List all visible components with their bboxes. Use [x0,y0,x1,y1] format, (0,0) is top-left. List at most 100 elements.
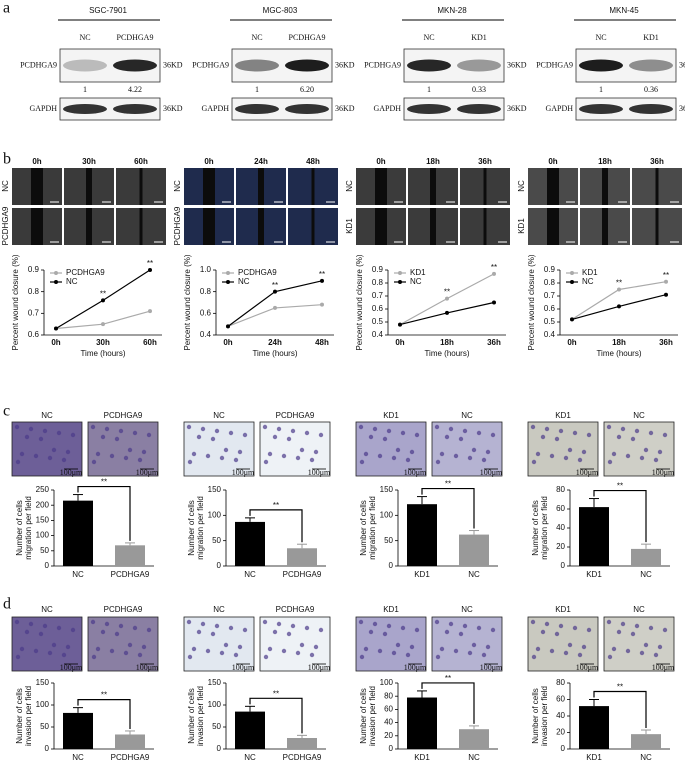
cell [51,642,57,648]
band [235,104,279,114]
bar [63,712,93,749]
cell [358,619,364,625]
cell [448,426,454,432]
cell [309,457,315,463]
cell [205,453,211,459]
cell [563,650,569,656]
y-tick-label: 0.8 [200,287,212,296]
image-label: PCDHGA9 [104,605,143,614]
cell [114,631,120,637]
y-tick-label: 60 [556,504,565,513]
cell [42,428,48,434]
wound-gap [203,168,215,205]
cell [33,648,39,654]
lane-label: PCDHGA9 [289,33,326,42]
cell [485,644,491,650]
row-label: GAPDH [201,104,229,113]
bar [407,697,437,749]
y-tick-label: 40 [384,718,393,727]
cell [581,644,587,650]
cell [100,434,106,440]
image-label: KD1 [383,605,399,614]
significance-bracket [77,485,131,541]
cell [318,432,324,438]
y-tick-label: 0 [45,744,50,753]
band [285,104,329,114]
image-label: NC [213,411,225,420]
cell [104,621,110,627]
bar [63,500,93,566]
y-axis-label: Number of cells [187,500,196,556]
band [113,104,157,114]
cell [606,424,612,430]
cell [70,627,76,633]
cell [214,623,220,629]
x-tick-label: NC [640,753,652,762]
y-tick-label: 0.4 [200,330,212,339]
cell [267,646,273,652]
cell [42,623,48,629]
blot-title: SGC-7901 [89,6,127,15]
significance: ** [272,281,278,290]
cell [28,621,34,627]
bar [115,734,145,749]
x-tick-label: 0h [223,338,232,347]
y-tick-label: 250 [36,485,50,494]
cell [38,631,44,637]
blot [403,97,505,121]
cell [24,434,30,440]
cell [299,447,305,453]
time-label: 0h [376,157,385,166]
cell [33,453,39,459]
y-axis-label: Number of cells [531,500,540,556]
cell [228,625,234,631]
ratio: 1 [599,85,603,94]
legend-marker [226,271,230,275]
cell [137,457,143,463]
cell [648,430,654,436]
cell [462,428,468,434]
cell [577,457,583,463]
significance-bracket [77,699,131,729]
ratio: 0.33 [472,85,486,94]
significance: ** [101,691,107,700]
point [148,309,152,314]
cell [439,646,445,652]
band [285,59,329,72]
image-label: KD1 [555,605,571,614]
y-tick-label: 60 [384,705,393,714]
scale-label: 100μm [576,663,599,672]
legend-marker [570,271,574,275]
y-tick-label: 20 [556,728,565,737]
image-label: NC [41,605,53,614]
point [320,278,324,283]
time-label: 36h [650,157,664,166]
image-label: NC [633,411,645,420]
y-tick-label: 50 [40,546,49,555]
cell [444,629,450,635]
bar [235,521,265,566]
cell [304,430,310,436]
wound-gap [86,208,92,245]
significance: ** [445,674,451,683]
x-tick-label: NC [468,753,480,762]
cell [448,621,454,627]
cell [228,430,234,436]
ratio: 1 [83,85,87,94]
x-axis-label: Time (hours) [252,349,297,358]
y-tick-label: 0.6 [372,304,384,313]
lane-label: NC [423,33,434,42]
image-label: NC [461,411,473,420]
y-tick-label: 40 [556,711,565,720]
image-label: PCDHGA9 [276,605,315,614]
cell [109,453,115,459]
cell [210,631,216,637]
cell [653,652,659,658]
cell [476,625,482,631]
cell [14,619,20,625]
cell [372,426,378,432]
cell [267,451,273,457]
y-tick-label: 100 [36,700,50,709]
image-label: NC [41,411,53,420]
scale-label: 100μm [232,468,255,477]
